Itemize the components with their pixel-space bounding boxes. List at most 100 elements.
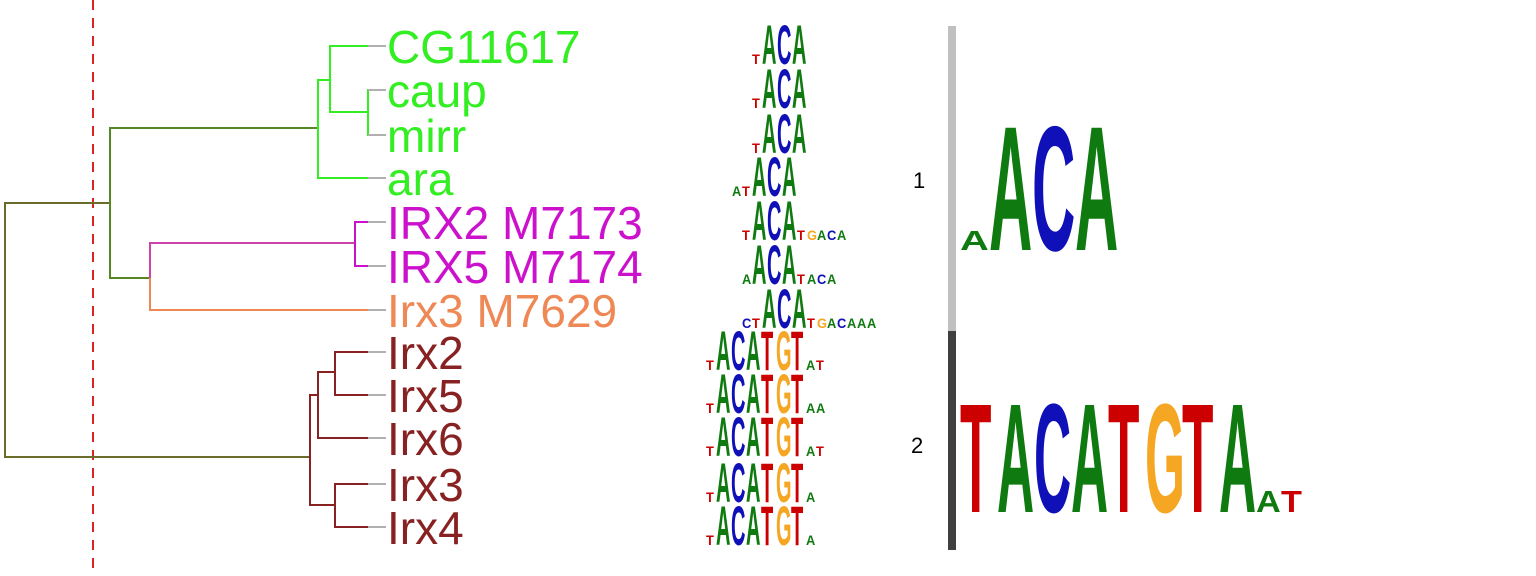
logo-letter: T [761, 319, 773, 382]
cluster-bar-2 [948, 331, 956, 550]
logo-letter: A [782, 233, 796, 296]
logo-letter: T [791, 405, 803, 468]
logo-letter: G [776, 362, 792, 425]
logo-letter: C [777, 13, 791, 76]
logo-letter: A [1071, 371, 1108, 546]
logo-letter: A [746, 494, 760, 557]
logo-letter: G [817, 316, 827, 332]
logo-letter: C [777, 102, 791, 165]
logo-letter: G [776, 319, 792, 382]
logo-letter: A [1256, 485, 1281, 519]
branch-magenta-clade [354, 221, 385, 267]
leaf-label: Irx5 [387, 370, 464, 422]
consensus-logo-2: T A C A T GT A A T [960, 371, 1302, 546]
branch-green-sub1 [329, 45, 385, 113]
cluster-number-2: 2 [911, 433, 923, 458]
logo-letter: A [752, 145, 766, 208]
logo-letter: T [706, 533, 715, 549]
logo-letter: C [817, 272, 827, 288]
logo-letter: A [742, 272, 752, 288]
logo-letter: T [1182, 371, 1213, 546]
logo-letter: A [837, 228, 847, 244]
logo-letter: C [827, 228, 837, 244]
logo-letter: T [752, 96, 761, 112]
logo-letter: T [960, 371, 991, 546]
logo-letter: G [1145, 371, 1185, 546]
logo-letter: T [761, 405, 773, 468]
logo-letter: A [716, 405, 730, 468]
cluster-number-1: 1 [913, 168, 925, 193]
logo-letter: A [746, 319, 760, 382]
logo-letter: A [762, 102, 776, 165]
logo-letter: A [762, 277, 776, 340]
logo-letter: T [797, 272, 806, 288]
logo-letter: A [817, 228, 827, 244]
logo-letter: T [761, 494, 773, 557]
logo-letter: A [806, 401, 816, 417]
leaf-label: Irx4 [387, 502, 464, 554]
branch-upper-clade [109, 127, 318, 279]
logo-letter: A [792, 102, 806, 165]
logo-letter: A [746, 405, 760, 468]
logo-letter: T [742, 184, 751, 200]
logo-letter: T [706, 490, 715, 506]
logo-letter: A [827, 316, 837, 332]
logo-letter: A [752, 233, 766, 296]
logo-letter: T [816, 444, 825, 460]
logo-letter: A [792, 57, 806, 120]
leaf-motif-logos: T A C AT A C AT A C AA T A C AT A C A T G A C AA A C A T A C AC T A C A T… [706, 13, 877, 557]
leaf-label: IRX5 M7174 [387, 241, 643, 293]
cluster-consensus-logos: A A C A T A C A T GT A A T [960, 91, 1302, 546]
logo-letter: T [742, 228, 751, 244]
logo-letter: T [791, 494, 803, 557]
logo-letter: C [777, 277, 791, 340]
dendrogram [4, 45, 385, 528]
logo-letter: T [807, 316, 816, 332]
leaf-label: mirr [387, 110, 466, 162]
logo-letter: G [776, 494, 792, 557]
leaf-label: ara [387, 153, 454, 205]
logo-letter: C [767, 189, 781, 252]
logo-letter: T [706, 444, 715, 460]
logo-letter: A [762, 13, 776, 76]
branch-root [4, 202, 310, 458]
logo-letter: T [1108, 371, 1139, 546]
leaf-label: Irx6 [387, 413, 464, 465]
logo-letter: A [1219, 371, 1256, 546]
logo-letter: C [731, 362, 745, 425]
logo-letter: T [1281, 485, 1302, 519]
logo-letter: A [857, 316, 867, 332]
logo-letter: A [989, 91, 1032, 289]
leaf-label: IRX2 M7173 [387, 197, 643, 249]
logo-letter: T [797, 228, 806, 244]
logo-letter: A [806, 444, 816, 460]
logo-letter: A [716, 362, 730, 425]
logo-letter: A [782, 145, 796, 208]
logo-letter: C [731, 494, 745, 557]
leaf-label: Irx2 [387, 327, 464, 379]
branch-dark-red-sub1 [317, 371, 385, 439]
logo-letter: T [752, 52, 761, 68]
logo-letter: T [706, 358, 715, 374]
branch-green-clade [317, 79, 385, 179]
logo-letter: A [792, 13, 806, 76]
branch-irx-pwm-clade [149, 242, 355, 278]
logo-letter: T [752, 316, 761, 332]
logo-letter: A [752, 189, 766, 252]
logo-letter: T [706, 401, 715, 417]
logo-letter: A [716, 319, 730, 382]
branch-irx3-m7629 [149, 278, 385, 311]
